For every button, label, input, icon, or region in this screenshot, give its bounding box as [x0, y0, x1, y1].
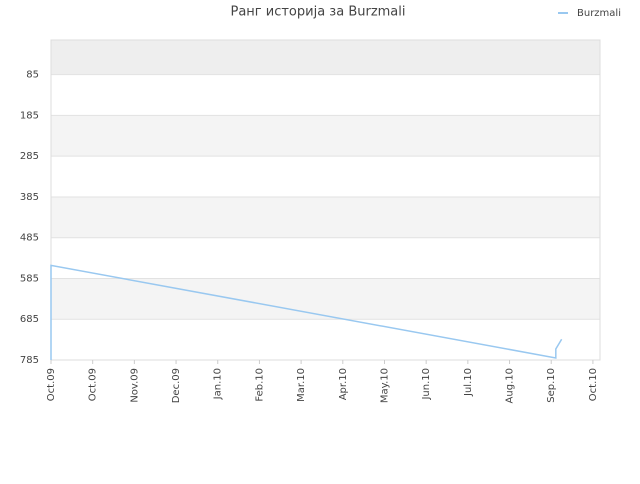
grid-band — [51, 40, 600, 75]
plot-frame — [50, 39, 601, 361]
x-tick-label: Mar.10 — [296, 368, 307, 402]
y-tick-label: 85 — [26, 70, 39, 81]
grid-band — [51, 115, 600, 157]
x-tick-label: Dec.09 — [171, 368, 182, 403]
grid-band — [51, 196, 600, 238]
y-tick-label: 785 — [20, 355, 39, 366]
x-tick-label: Jan.10 — [213, 368, 224, 400]
y-tick-label: 285 — [20, 151, 39, 162]
x-tick-label: Jul.10 — [463, 368, 474, 397]
x-tick-label: Oct.10 — [588, 368, 599, 401]
x-tick-label: Jun.10 — [421, 368, 432, 401]
series-line — [50, 264, 563, 360]
x-tick-label: Aug.10 — [505, 368, 516, 403]
x-tick-label: May.10 — [379, 368, 390, 403]
chart-title: Ранг историја за Burzmali — [231, 5, 406, 20]
x-tick-label: Sep.10 — [546, 368, 557, 403]
y-tick-label: 685 — [20, 314, 39, 325]
y-tick-label: 585 — [20, 273, 39, 284]
y-tick-label: 185 — [20, 110, 39, 121]
y-tick-label: 485 — [20, 233, 39, 244]
grid-band — [51, 278, 600, 320]
x-tick-label: Oct.09 — [46, 368, 57, 401]
x-tick-label: Nov.09 — [129, 368, 140, 403]
x-tick-label: Oct.09 — [88, 368, 99, 401]
legend-label: Burzmali — [577, 8, 621, 19]
y-tick-label: 385 — [20, 192, 39, 203]
x-tick-label: Feb.10 — [254, 368, 265, 402]
x-tick-label: Apr.10 — [338, 368, 349, 400]
